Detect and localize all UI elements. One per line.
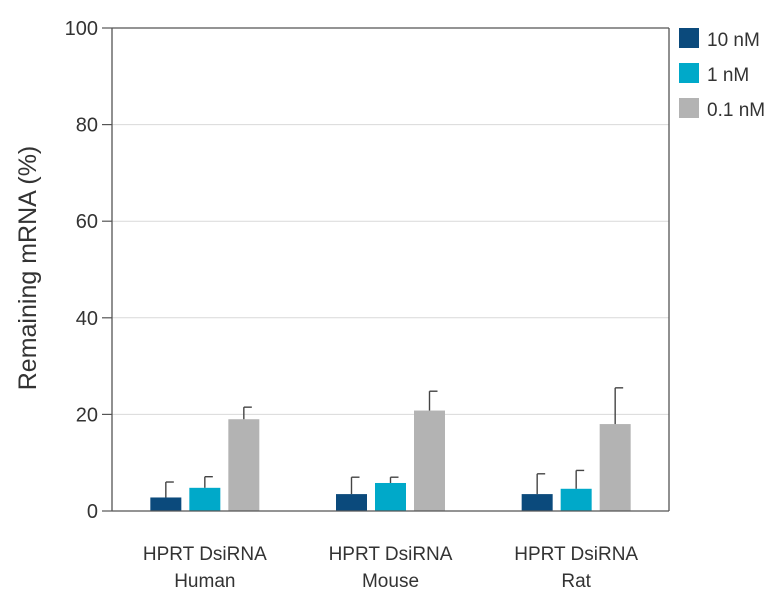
y-tick-label: 20 — [76, 404, 98, 426]
bar — [375, 482, 406, 511]
x-tick-label: HPRT DsiRNA — [143, 544, 267, 565]
legend-swatch — [679, 98, 699, 118]
legend-swatch — [679, 28, 699, 48]
bars — [150, 387, 631, 511]
legend-label: 10 nM — [707, 30, 760, 51]
y-tick-label: 80 — [76, 115, 98, 137]
axes: 0 20 40 60 80 100 HPRT DsiRNA Human HPRT DsiRNA M… — [65, 18, 670, 592]
y-axis-label: Remaining mRNA (%) — [14, 146, 42, 391]
bar — [228, 419, 260, 511]
bar — [336, 494, 367, 511]
y-tick-label: 60 — [76, 211, 98, 233]
grid-lines — [112, 124, 669, 415]
x-tick-label: HPRT DsiRNA — [514, 544, 638, 565]
legend-label: 0.1 nM — [707, 100, 765, 121]
x-tick-label: Human — [174, 571, 235, 592]
legend-swatch — [679, 63, 699, 83]
bar — [414, 410, 445, 511]
y-tick-label: 0 — [87, 501, 98, 523]
y-tick-label: 40 — [76, 308, 98, 330]
bar — [599, 424, 631, 511]
legend-label: 1 nM — [707, 65, 749, 86]
legend: 10 nM 1 nM 0.1 nM — [679, 28, 765, 121]
bar — [150, 497, 182, 511]
y-tick-label: 100 — [65, 18, 98, 40]
x-tick-label: Rat — [561, 571, 591, 592]
bar — [521, 494, 553, 511]
bar — [560, 488, 592, 511]
x-tick-label: Mouse — [362, 571, 419, 592]
bar — [189, 487, 221, 511]
x-tick-label: HPRT DsiRNA — [329, 544, 453, 565]
